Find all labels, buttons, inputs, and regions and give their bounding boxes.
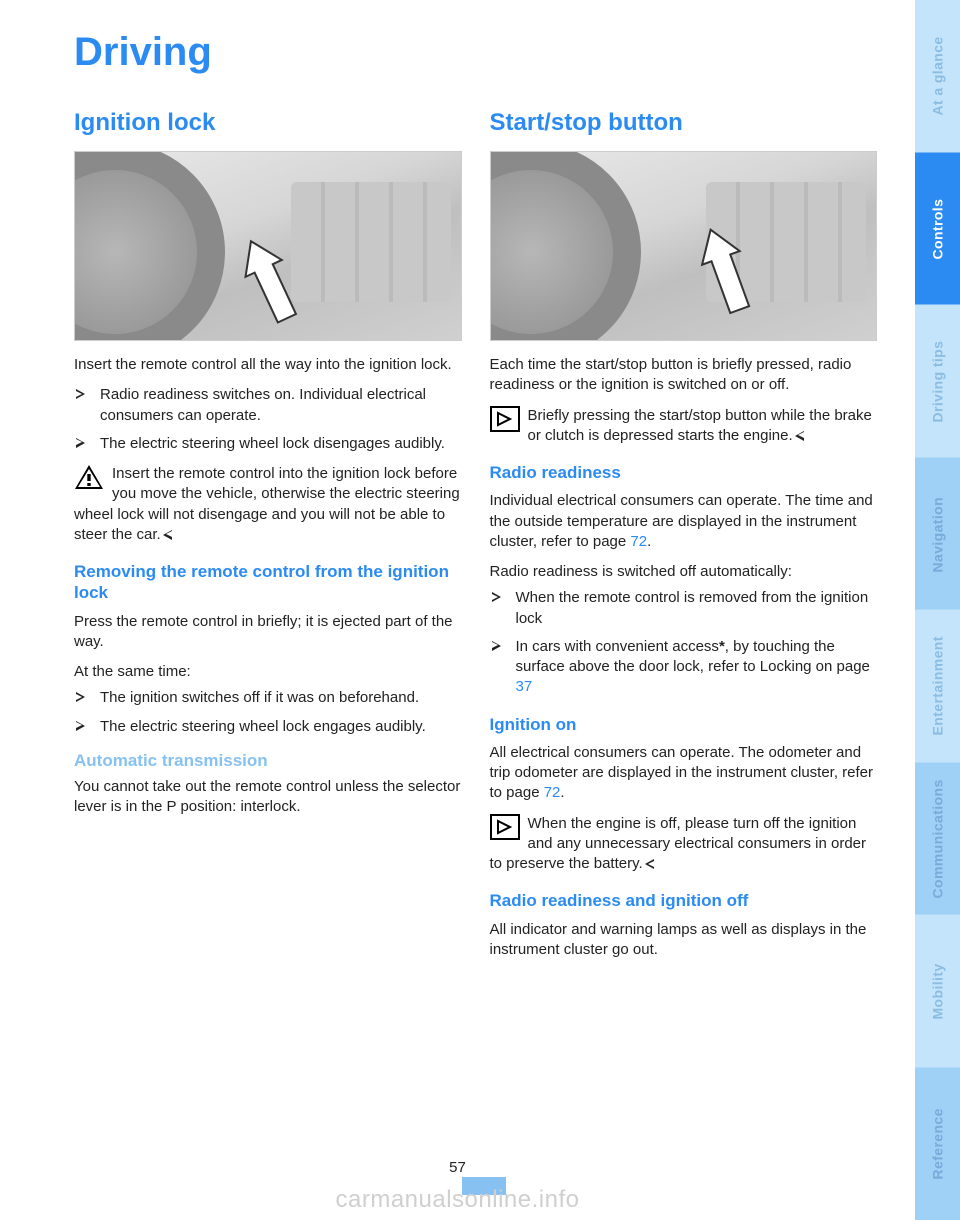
start-stop-heading: Start/stop button [490,109,878,137]
end-marker-icon [163,530,172,540]
dashboard-shape [291,182,451,302]
warning-text: Insert the remote control into the ignit… [74,465,460,543]
tab-driving-tips[interactable]: Driving tips [915,305,960,458]
removing-p1: Press the remote control in briefly; it … [74,612,462,653]
auto-transmission-heading: Automatic transmission [74,751,462,771]
info-block: Briefly pressing the start/stop button w… [490,406,878,447]
watermark: carmanualsonline.info [0,1186,915,1214]
page-ref-link[interactable]: 72 [630,533,647,550]
radio-off-p: All indicator and warning lamps as well … [490,920,878,961]
list-item: Radio readiness switches on. Individual … [74,385,462,426]
text-fragment: . [647,533,651,550]
list-item: When the remote control is removed from … [490,588,878,629]
start-stop-intro: Each time the start/stop button is brief… [490,355,878,396]
side-tabs: At a glance Controls Driving tips Naviga… [915,0,960,1220]
page-title: Driving [74,30,877,75]
radio-readiness-p2: Radio readiness is switched off automati… [490,562,878,582]
right-column: Start/stop button Each time the start/st… [490,109,878,970]
info-text-2: When the engine is off, please turn off … [490,815,867,873]
tab-at-a-glance[interactable]: At a glance [915,0,960,153]
text-fragment: . [560,784,564,801]
two-column-layout: Ignition lock Insert the remote control … [74,109,877,970]
page-content: Driving Ignition lock Insert the remote … [0,0,915,1220]
removing-p2: At the same time: [74,662,462,682]
tab-communications[interactable]: Communications [915,763,960,916]
ignition-bullets-2: The ignition switches off if it was on b… [74,688,462,737]
auto-transmission-p: You cannot take out the remote control u… [74,777,462,818]
ignition-on-p: All electrical consumers can operate. Th… [490,743,878,804]
radio-readiness-heading: Radio readiness [490,462,878,483]
list-item: The ignition switches off if it was on b… [74,688,462,708]
warning-block: Insert the remote control into the ignit… [74,464,462,545]
text-fragment: In cars with convenient access [516,638,719,655]
tab-reference[interactable]: Reference [915,1068,960,1220]
info-text: Briefly pressing the start/stop button w… [528,407,872,444]
info-block-2: When the engine is off, please turn off … [490,814,878,875]
end-marker-icon [645,859,654,869]
radio-off-heading: Radio readiness and ignition off [490,890,878,911]
removing-heading: Removing the remote control from the ign… [74,561,462,604]
ignition-lock-figure [74,151,462,341]
tab-mobility[interactable]: Mobility [915,915,960,1068]
ignition-intro: Insert the remote control all the way in… [74,355,462,375]
ignition-on-heading: Ignition on [490,714,878,735]
page-ref-link[interactable]: 37 [516,678,533,695]
page-ref-link[interactable]: 72 [544,784,561,801]
radio-bullets: When the remote control is removed from … [490,588,878,697]
ignition-lock-heading: Ignition lock [74,109,462,137]
end-marker-icon [795,431,804,441]
start-stop-figure [490,151,878,341]
list-item: In cars with convenient access*, by touc… [490,637,878,698]
steering-wheel-shape [74,151,225,341]
steering-wheel-shape [490,151,641,341]
list-item: The electric steering wheel lock disenga… [74,434,462,454]
tab-controls[interactable]: Controls [915,153,960,306]
tab-entertainment[interactable]: Entertainment [915,610,960,763]
page-number: 57 [0,1159,915,1176]
warning-icon [74,464,104,490]
text-fragment: Individual electrical consumers can oper… [490,492,873,550]
left-column: Ignition lock Insert the remote control … [74,109,462,970]
info-icon [490,406,520,432]
radio-readiness-p1: Individual electrical consumers can oper… [490,491,878,552]
list-item: The electric steering wheel lock engages… [74,717,462,737]
tab-navigation[interactable]: Navigation [915,458,960,611]
ignition-bullets-1: Radio readiness switches on. Individual … [74,385,462,454]
info-icon [490,814,520,840]
